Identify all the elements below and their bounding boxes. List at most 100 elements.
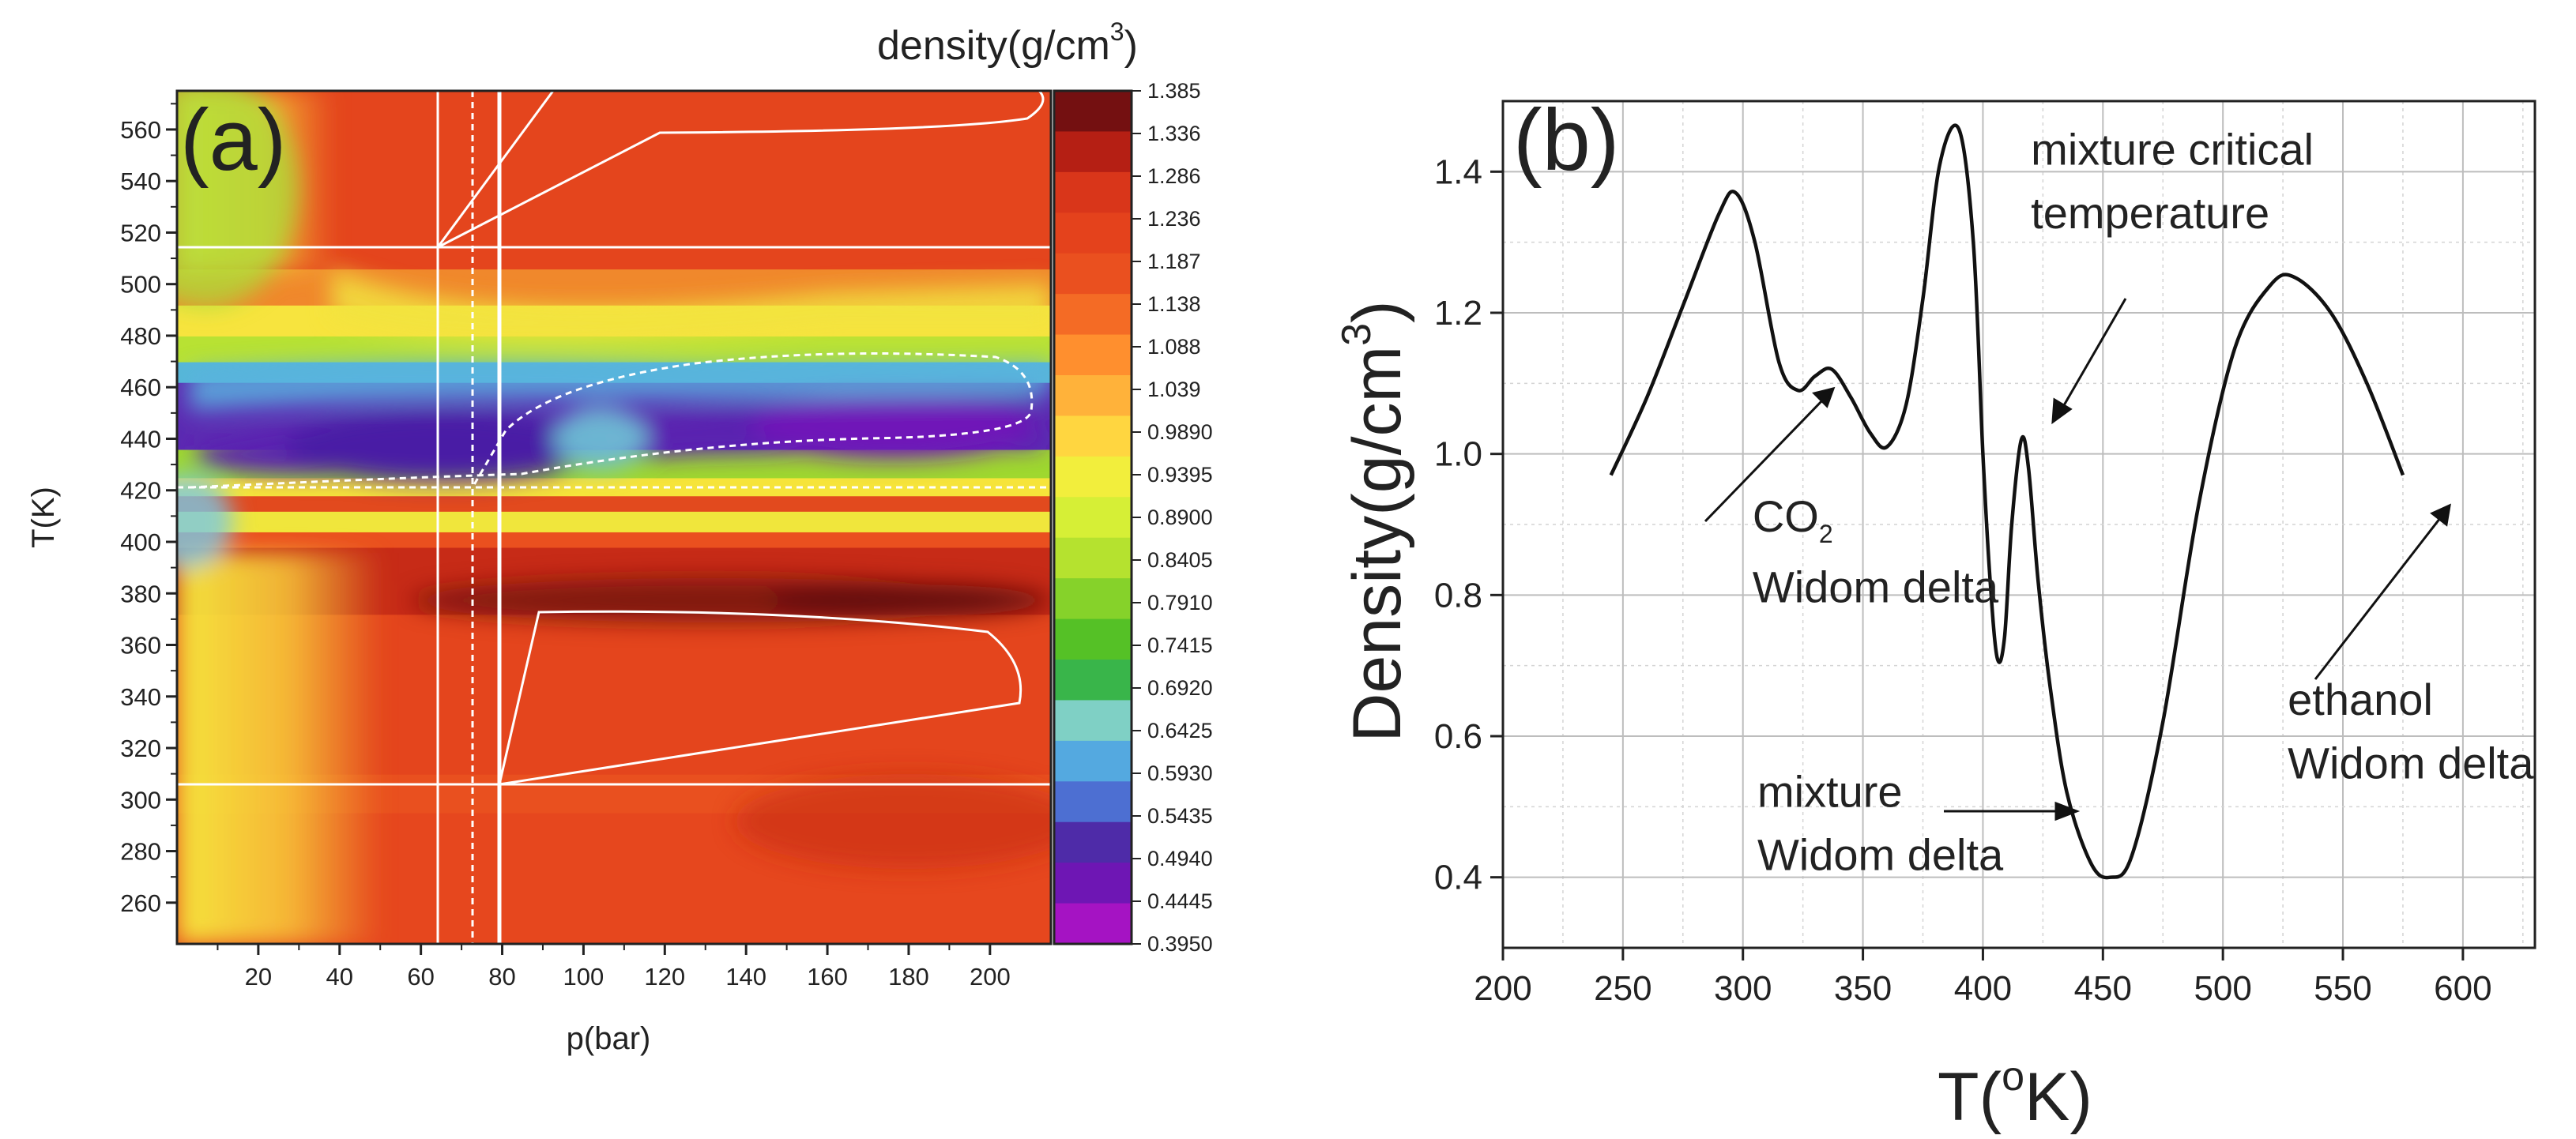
y-tick-label: 360: [120, 632, 161, 660]
annotations-b: mixture critical temperature CO2 Widom d…: [1704, 124, 2534, 880]
colorbar-tick-label: 1.236: [1147, 207, 1201, 231]
colorbar-tick-label: 0.6425: [1147, 719, 1213, 742]
colorbar-tick-label: 0.7910: [1147, 591, 1213, 615]
colorbar-tick-label: 1.138: [1147, 292, 1201, 316]
panel-a-heatmap: 260 280 300 320 340 360 380 400 420 440 460 480 500 5…: [26, 17, 1213, 1056]
purple-boundary-loop: [189, 352, 1034, 489]
colorbar-tick-label: 1.336: [1147, 122, 1201, 145]
y-tick-label: 400: [120, 528, 161, 556]
colorbar-swatch: [1054, 863, 1132, 904]
y-axis-title-a: T(K): [26, 487, 61, 548]
y-axis-a: 260 280 300 320 340 360 380 400 420 440 460 480 500 5…: [120, 103, 177, 917]
colorbar-swatch: [1054, 334, 1132, 376]
colorbar-swatch: [1054, 700, 1132, 742]
y-tick-label: 340: [120, 683, 161, 711]
colorbar-swatch: [1054, 415, 1132, 457]
y-tick-label: 1.2: [1434, 294, 1482, 333]
x-tick-label: 20: [245, 963, 272, 991]
colorbar-swatch: [1054, 253, 1132, 295]
colorbar-tick-label: 0.5930: [1147, 761, 1213, 785]
y-tick-label: 0.4: [1434, 859, 1482, 897]
grid-b: [1503, 100, 2535, 949]
y-tick-label: 460: [120, 374, 161, 401]
colorbar-swatch: [1054, 660, 1132, 701]
arrow-co2: [1704, 397, 1825, 523]
x-tick-label: 60: [407, 963, 434, 991]
colorbar-swatch: [1054, 456, 1132, 498]
colorbar-tick-label: 0.4940: [1147, 847, 1213, 870]
y-tick-label: 480: [120, 322, 161, 350]
colorbar-tick-label: 0.8405: [1147, 548, 1213, 572]
colorbar-swatch: [1054, 497, 1132, 539]
colorbar-tick-label: 1.286: [1147, 164, 1201, 188]
arrow-critical: [2059, 298, 2127, 412]
y-tick-label: 0.6: [1434, 717, 1482, 756]
colorbar-swatch: [1054, 821, 1132, 864]
series-line-density: [1609, 123, 2405, 880]
colorbar-swatch: [1054, 212, 1132, 254]
boundary-lines: [177, 91, 1051, 944]
x-tick-label: 550: [2314, 969, 2371, 1008]
x-tick-label: 120: [644, 963, 685, 991]
y-tick-label: 260: [120, 889, 161, 917]
heatmap-band: [177, 495, 1051, 512]
x-axis-b: 200 250 300 350 400 450 500 550 600: [1474, 948, 2492, 1008]
panel-b-line-chart: 0.4 0.6 0.8 1.0 1.2 1.4 200 250 300 350 400 450 500…: [1334, 92, 2536, 1135]
lower-boundary-loop: [498, 610, 1022, 786]
x-axis-title-b: T(oK): [1938, 1054, 2092, 1135]
x-tick-label: 250: [1594, 969, 1651, 1008]
heatmap-band: [177, 531, 1051, 548]
x-tick-label: 160: [807, 963, 848, 991]
colorbar-swatch: [1054, 578, 1132, 620]
x-tick-label: 450: [2074, 969, 2132, 1008]
x-tick-label: 600: [2434, 969, 2491, 1008]
colorbar-ticks: 1.385 1.336 1.286 1.236 1.187 1.138 1.088 1.039…: [1132, 79, 1213, 956]
heatmap-band: [177, 510, 1051, 532]
y-tick-label: 560: [120, 116, 161, 144]
upper-boundary-loop: [436, 91, 1045, 249]
y-tick-label: 300: [120, 786, 161, 814]
colorbar-tick-label: 0.3950: [1147, 932, 1213, 956]
y-tick-label: 1.0: [1434, 435, 1482, 474]
colorbar-tick-label: 0.9395: [1147, 463, 1213, 487]
y-tick-label: 520: [120, 219, 161, 246]
annotation-co2-line2: Widom delta: [1753, 562, 1999, 611]
annotation-ethanol-line2: Widom delta: [2288, 739, 2534, 788]
heatmap-features: [177, 91, 1051, 944]
x-tick-label: 500: [2194, 969, 2251, 1008]
x-tick-label: 350: [1834, 969, 1892, 1008]
panel-label-a: (a): [180, 92, 286, 189]
x-axis-title-a: p(bar): [567, 1021, 651, 1056]
colorbar-swatch: [1054, 171, 1132, 214]
y-tick-label: 440: [120, 425, 161, 453]
y-tick-label: 540: [120, 167, 161, 195]
arrowhead-critical: [2051, 397, 2073, 425]
annotation-critical-line1: mixture critical: [2031, 124, 2314, 174]
colorbar-tick-label: 1.039: [1147, 378, 1201, 401]
y-tick-label: 1.4: [1434, 152, 1482, 191]
x-axis-a: 20 40 60 80 100 120 140 160 180 200: [217, 944, 1011, 991]
colorbar-swatch: [1054, 903, 1132, 945]
plot-frame-b: [1501, 100, 2536, 949]
y-tick-label: 320: [120, 735, 161, 762]
arrowhead-ethanol: [2430, 503, 2451, 527]
colorbar-swatch: [1054, 537, 1132, 580]
colorbar-swatch: [1054, 740, 1132, 783]
colorbar-tick-label: 1.187: [1147, 250, 1201, 273]
x-tick-label: 300: [1714, 969, 1772, 1008]
colorbar-swatch: [1054, 375, 1132, 417]
colorbar-swatch: [1054, 294, 1132, 336]
x-tick-label: 100: [563, 963, 604, 991]
arrow-ethanol: [2314, 517, 2442, 680]
colorbar-swatch: [1054, 131, 1132, 173]
y-tick-label: 380: [120, 580, 161, 607]
y-tick-label: 500: [120, 271, 161, 299]
colorbar-swatch: [1054, 618, 1132, 660]
x-tick-label: 80: [488, 963, 515, 991]
arrowhead-co2: [1812, 386, 1836, 408]
y-tick-label: 420: [120, 477, 161, 505]
colorbar-tick-label: 0.6920: [1147, 676, 1213, 700]
colorbar-tick-label: 1.088: [1147, 335, 1201, 359]
colorbar-tick-label: 0.8900: [1147, 506, 1213, 529]
colorbar-swatch: [1054, 781, 1132, 823]
